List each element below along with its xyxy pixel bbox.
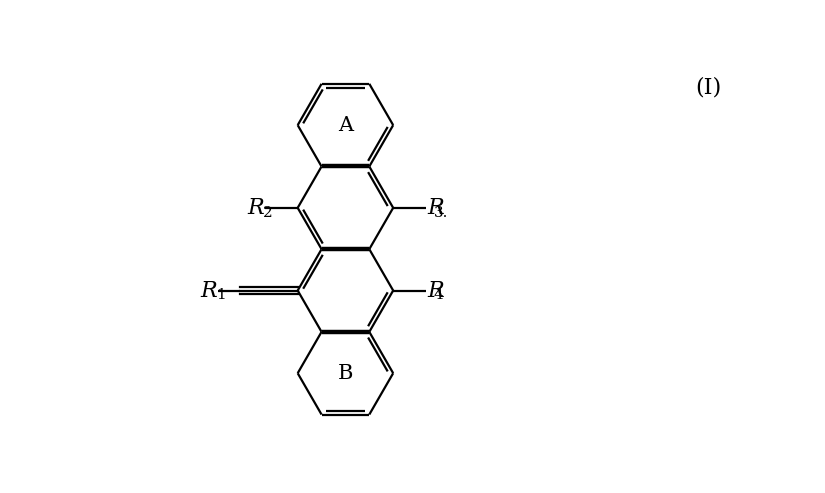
Text: A: A [338, 116, 353, 135]
Text: B: B [337, 364, 353, 383]
Text: 1: 1 [216, 288, 226, 302]
Text: R: R [427, 197, 444, 219]
Text: R: R [247, 197, 264, 219]
Text: R: R [200, 280, 217, 302]
Text: 2: 2 [263, 206, 273, 219]
Text: (I): (I) [695, 76, 721, 98]
Text: 3.: 3. [433, 206, 448, 219]
Text: 4: 4 [433, 288, 443, 302]
Text: R: R [427, 280, 444, 302]
